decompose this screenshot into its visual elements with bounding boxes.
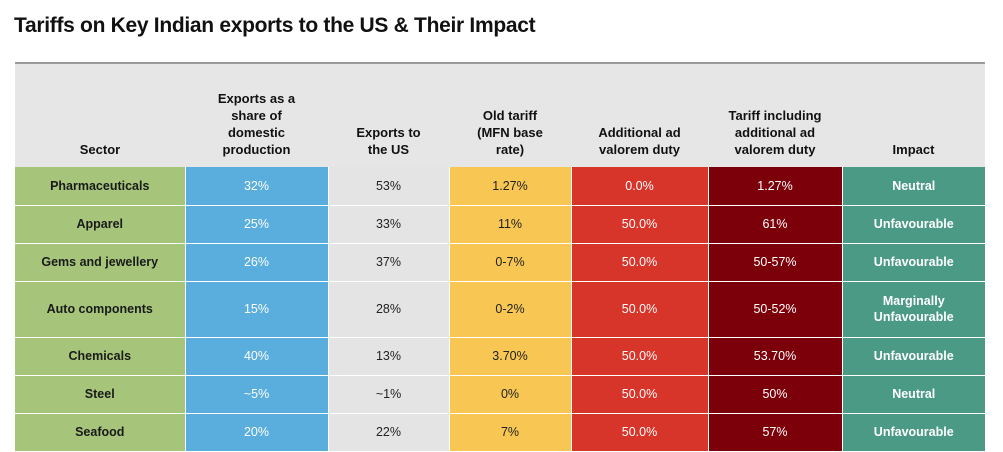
total-tariff-cell: 50-57%: [708, 243, 843, 282]
header-line: Exports as a: [217, 91, 296, 106]
table-row: Apparel 25% 33% 11% 50.0% 61% Unfavourab…: [15, 205, 985, 244]
impact-line: Unfavourable: [873, 425, 954, 439]
exports-us-cell: 22%: [328, 413, 450, 452]
old-tariff-cell: 0-7%: [449, 243, 572, 282]
total-tariff-cell: 53.70%: [708, 337, 843, 376]
impact-cell: Unfavourable: [842, 413, 985, 452]
impact-line: Unfavourable: [873, 310, 954, 324]
header-share: Exports as a share of domestic productio…: [185, 64, 328, 167]
header-line: the US: [367, 142, 410, 157]
additional-duty-cell: 50.0%: [571, 375, 709, 414]
additional-duty-cell: 50.0%: [571, 337, 709, 376]
additional-duty-cell: 50.0%: [571, 413, 709, 452]
share-cell: 26%: [185, 243, 329, 282]
old-tariff-cell: 3.70%: [449, 337, 572, 376]
impact-cell: Unfavourable: [842, 243, 985, 282]
header-line: (MFN base: [477, 125, 543, 140]
total-tariff-cell: 61%: [708, 205, 843, 244]
header-total-tariff: Tariff including additional ad valorem d…: [708, 64, 842, 167]
impact-line: Neutral: [892, 178, 936, 193]
header-exports-us: Exports to the US: [328, 64, 449, 167]
header-line: Tariff including: [728, 108, 822, 123]
old-tariff-cell: 11%: [449, 205, 572, 244]
header-line: additional ad: [734, 125, 816, 140]
additional-duty-cell: 50.0%: [571, 205, 709, 244]
exports-us-cell: 37%: [328, 243, 450, 282]
additional-duty-cell: 50.0%: [571, 281, 709, 338]
sector-cell: Seafood: [15, 413, 186, 452]
sector-cell: Apparel: [15, 205, 186, 244]
header-line: Old tariff: [482, 108, 538, 123]
sector-cell: Auto components: [15, 281, 186, 338]
table-row: Steel ~5% ~1% 0% 50.0% 50% Neutral: [15, 375, 985, 414]
impact-cell: Unfavourable: [842, 205, 985, 244]
header-old-tariff: Old tariff (MFN base rate): [449, 64, 571, 167]
share-cell: 32%: [185, 167, 329, 206]
header-line: production: [222, 142, 291, 157]
header-sector: Sector: [15, 64, 185, 167]
impact-line: Unfavourable: [873, 349, 954, 363]
total-tariff-cell: 57%: [708, 413, 843, 452]
exports-us-cell: ~1%: [328, 375, 450, 414]
table-row: Seafood 20% 22% 7% 50.0% 57% Unfavourabl…: [15, 413, 985, 452]
table-row: Gems and jewellery 26% 37% 0-7% 50.0% 50…: [15, 243, 985, 282]
total-tariff-cell: 50-52%: [708, 281, 843, 338]
table-row: Chemicals 40% 13% 3.70% 50.0% 53.70% Unf…: [15, 337, 985, 376]
impact-line: Unfavourable: [873, 217, 954, 231]
exports-us-cell: 28%: [328, 281, 450, 338]
share-cell: 40%: [185, 337, 329, 376]
header-line: Additional ad: [598, 125, 681, 140]
header-line: valorem duty: [599, 142, 680, 157]
table-row: Pharmaceuticals 32% 53% 1.27% 0.0% 1.27%…: [15, 167, 985, 206]
old-tariff-cell: 0%: [449, 375, 572, 414]
sector-cell: Chemicals: [15, 337, 186, 376]
header-line: domestic: [227, 125, 286, 140]
tariff-table-grid: Sector Exports as a share of domestic pr…: [15, 64, 985, 452]
header-line: Exports to: [356, 125, 421, 140]
header-impact: Impact: [842, 64, 985, 167]
impact-cell: Marginally Unfavourable: [842, 281, 985, 338]
additional-duty-cell: 50.0%: [571, 243, 709, 282]
header-line: rate): [495, 142, 525, 157]
header-additional-duty: Additional ad valorem duty: [571, 64, 708, 167]
impact-line: Neutral: [892, 387, 936, 401]
header-row: Sector Exports as a share of domestic pr…: [15, 64, 985, 167]
share-cell: ~5%: [185, 375, 329, 414]
impact-line: Unfavourable: [873, 255, 954, 269]
additional-duty-cell: 0.0%: [571, 167, 709, 206]
share-cell: 20%: [185, 413, 329, 452]
impact-line: Marginally: [882, 294, 945, 308]
page-title: Tariffs on Key Indian exports to the US …: [14, 14, 536, 37]
share-cell: 15%: [185, 281, 329, 338]
old-tariff-cell: 0-2%: [449, 281, 572, 338]
sector-cell: Gems and jewellery: [15, 243, 186, 282]
impact-cell: Neutral: [842, 167, 985, 206]
impact-cell: Neutral: [842, 375, 985, 414]
exports-us-cell: 53%: [328, 167, 450, 206]
total-tariff-cell: 1.27%: [708, 167, 843, 206]
sector-cell: Steel: [15, 375, 186, 414]
tariff-table: Sector Exports as a share of domestic pr…: [15, 62, 985, 452]
total-tariff-cell: 50%: [708, 375, 843, 414]
share-cell: 25%: [185, 205, 329, 244]
header-line: share of: [231, 108, 282, 123]
header-line: valorem duty: [734, 142, 816, 157]
exports-us-cell: 33%: [328, 205, 450, 244]
old-tariff-cell: 1.27%: [449, 167, 572, 206]
impact-cell: Unfavourable: [842, 337, 985, 376]
sector-cell: Pharmaceuticals: [15, 167, 186, 206]
exports-us-cell: 13%: [328, 337, 450, 376]
old-tariff-cell: 7%: [449, 413, 572, 452]
table-row: Auto components 15% 28% 0-2% 50.0% 50-52…: [15, 281, 985, 338]
